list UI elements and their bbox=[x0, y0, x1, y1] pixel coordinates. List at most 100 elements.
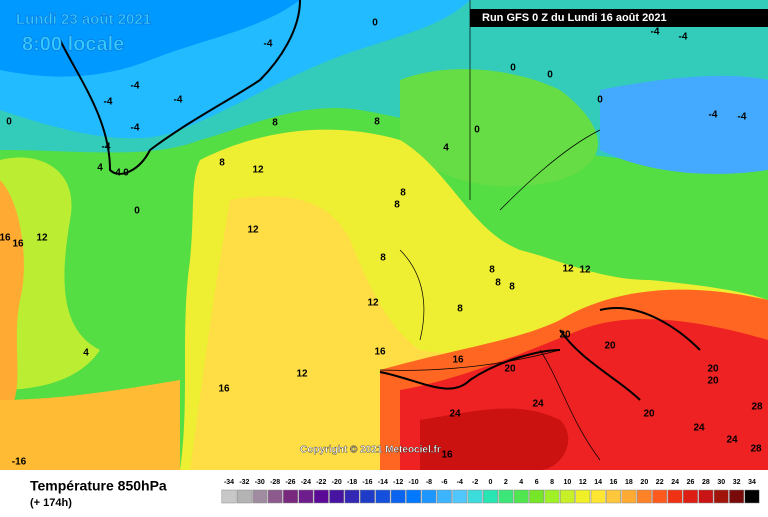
run-banner bbox=[470, 9, 768, 27]
contour-label: 16 bbox=[374, 347, 386, 358]
color-legend: -34 -32 -30 -28 -26 -24 -22 -20 -18 -16 -14 -12 -10-… bbox=[221, 479, 760, 504]
legend-label: 34 bbox=[748, 479, 756, 486]
legend-label: -22 bbox=[316, 479, 326, 486]
contour-label: 12 bbox=[252, 165, 264, 176]
contour-label: 12 bbox=[36, 233, 48, 244]
legend-swatch bbox=[698, 489, 714, 504]
legend-label: 20 bbox=[640, 479, 648, 486]
legend-label: -6 bbox=[441, 479, 447, 486]
contour-label: 16 bbox=[452, 355, 464, 366]
legend-swatch bbox=[375, 489, 391, 504]
contour-label: -4 bbox=[102, 142, 111, 153]
contour-label: 8 bbox=[394, 200, 400, 211]
contour-label: 28 bbox=[750, 444, 762, 455]
contour-label: -4 bbox=[131, 123, 140, 134]
contour-label: 24 bbox=[532, 399, 544, 410]
legend-label: -34 bbox=[224, 479, 234, 486]
legend-swatch bbox=[713, 489, 729, 504]
contour-label: 12 bbox=[296, 369, 308, 380]
contour-label: 12 bbox=[579, 265, 591, 276]
legend-swatch bbox=[483, 489, 498, 504]
legend-swatch bbox=[729, 489, 745, 504]
legend-swatch bbox=[652, 489, 668, 504]
legend-label: -18 bbox=[347, 479, 357, 486]
legend-label: 2 bbox=[504, 479, 508, 486]
contour-label: -16 bbox=[12, 457, 27, 468]
legend-swatch bbox=[298, 489, 314, 504]
legend-swatch bbox=[559, 489, 575, 504]
legend-swatch bbox=[436, 489, 452, 504]
legend-label: 26 bbox=[687, 479, 695, 486]
legend-label: 0 bbox=[489, 479, 493, 486]
legend-label: 30 bbox=[717, 479, 725, 486]
legend-swatch bbox=[544, 489, 560, 504]
legend-label: 16 bbox=[610, 479, 618, 486]
legend-swatch bbox=[636, 489, 652, 504]
legend-label: -4 bbox=[457, 479, 463, 486]
legend-label: -12 bbox=[393, 479, 403, 486]
legend-swatch bbox=[606, 489, 622, 504]
contour-label: 8 bbox=[374, 117, 380, 128]
legend-label: -32 bbox=[239, 479, 249, 486]
legend-label: 28 bbox=[702, 479, 710, 486]
contour-label: 8 bbox=[219, 158, 225, 169]
legend-label: -16 bbox=[362, 479, 372, 486]
contour-label: 0 bbox=[6, 117, 12, 128]
contour-label: 4 bbox=[115, 168, 121, 179]
legend-swatch bbox=[344, 489, 360, 504]
contour-label: 28 bbox=[751, 402, 763, 413]
legend-swatch bbox=[313, 489, 329, 504]
contour-label: 8 bbox=[272, 118, 278, 129]
legend-swatch bbox=[390, 489, 406, 504]
footer-subtitle: (+ 174h) bbox=[30, 497, 72, 509]
contour-label: 16 bbox=[218, 384, 230, 395]
contour-label: 8 bbox=[495, 278, 501, 289]
legend-label: -28 bbox=[270, 479, 280, 486]
legend-swatch bbox=[667, 489, 683, 504]
legend-swatch bbox=[575, 489, 591, 504]
contour-label: 24 bbox=[726, 435, 738, 446]
contour-label: 16 bbox=[0, 233, 11, 244]
contour-label: 12 bbox=[367, 298, 379, 309]
legend-label: -8 bbox=[426, 479, 432, 486]
legend-swatch bbox=[421, 489, 437, 504]
contour-label: 8 bbox=[380, 253, 386, 264]
legend-swatch bbox=[621, 489, 637, 504]
contour-label: 4 bbox=[83, 348, 89, 359]
contour-label: 20 bbox=[707, 376, 719, 387]
legend-label: 12 bbox=[579, 479, 587, 486]
contour-label: -4 bbox=[738, 112, 747, 123]
copyright: Copyright © 2021 Meteociel.fr bbox=[300, 445, 441, 456]
contour-label: 0 bbox=[474, 125, 480, 136]
contour-label: -4 bbox=[679, 32, 688, 43]
contour-label: 24 bbox=[693, 423, 705, 434]
legend-swatch bbox=[252, 489, 268, 504]
legend-swatch bbox=[236, 489, 252, 504]
contour-label: 16 bbox=[441, 450, 453, 461]
footer-title: Température 850hPa bbox=[30, 478, 167, 494]
contour-label: 8 bbox=[400, 188, 406, 199]
contour-label: -4 bbox=[104, 97, 113, 108]
contour-label: 0 bbox=[123, 168, 129, 179]
legend-label: 4 bbox=[519, 479, 523, 486]
legend-label: -30 bbox=[255, 479, 265, 486]
contour-label: 0 bbox=[372, 18, 378, 29]
legend-label: 14 bbox=[594, 479, 602, 486]
legend-swatch bbox=[329, 489, 345, 504]
contour-label: 4 bbox=[97, 163, 103, 174]
legend-swatch bbox=[513, 489, 529, 504]
contour-label: 20 bbox=[707, 364, 719, 375]
contour-label: 20 bbox=[504, 364, 516, 375]
contour-label: 20 bbox=[643, 409, 655, 420]
contour-label: -4 bbox=[709, 110, 718, 121]
legend-label: -2 bbox=[472, 479, 478, 486]
contour-label: 0 bbox=[510, 63, 516, 74]
legend-label: -10 bbox=[409, 479, 419, 486]
contour-label: -4 bbox=[651, 27, 660, 38]
contour-label: -4 bbox=[174, 95, 183, 106]
contour-label: 12 bbox=[247, 225, 259, 236]
legend-swatch bbox=[467, 489, 483, 504]
legend-swatch bbox=[221, 489, 237, 504]
